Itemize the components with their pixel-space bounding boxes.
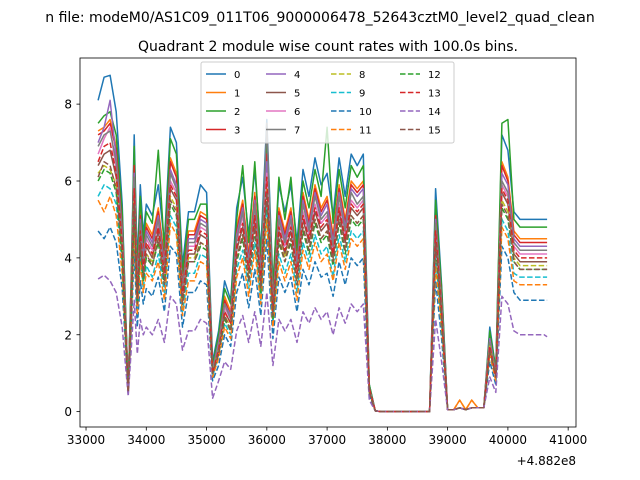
x-axis-offset-label: +4.882e8 [517,454,576,468]
plot-area [79,57,577,428]
legend-label: 15 [428,126,441,137]
legend-label: 5 [294,89,300,100]
legend-entry-13: 13 [400,89,441,100]
x-axis: 33000 34000 35000 36000 37000 38000 39000 40000… [67,427,587,447]
legend-label: 8 [359,70,365,81]
y-tick-label: 2 [64,328,72,342]
legend-label: 0 [234,70,240,81]
legend-label: 10 [359,107,372,118]
legend-label: 7 [294,126,300,137]
legend-label: 14 [428,107,441,118]
x-tick-label: 33000 [67,433,105,447]
legend-entry-11: 11 [331,126,372,137]
y-tick-label: 0 [64,405,72,419]
y-tick-label: 8 [64,98,72,112]
legend-entry-15: 15 [400,126,441,137]
legend-entry-4: 4 [266,70,300,81]
y-axis: 0 2 4 6 8 [64,98,80,419]
x-tick-label: 36000 [248,433,286,447]
x-tick-label: 41000 [549,433,587,447]
x-tick-label: 39000 [429,433,467,447]
legend-label: 3 [234,126,240,137]
axes-frame [79,57,577,428]
legend-entry-3: 3 [206,126,240,137]
legend-label: 1 [234,89,240,100]
legend-entry-1: 1 [206,89,240,100]
series-line-15 [97,161,548,413]
legend-entry-10: 10 [331,107,372,118]
legend-label: 11 [359,126,372,137]
series-line-9 [97,184,548,413]
chart-title: Quadrant 2 module wise count rates with … [138,39,518,55]
legend-entry-2: 2 [206,107,240,118]
legend-label: 6 [294,107,300,118]
legend-entry-8: 8 [331,70,365,81]
legend-label: 9 [359,89,365,100]
legend-label: 12 [428,70,441,81]
x-tick-label: 37000 [308,433,346,447]
x-tick-label: 40000 [489,433,527,447]
legend-label: 2 [234,107,240,118]
legend-label: 4 [294,70,300,81]
series-layer [97,74,548,413]
legend-entry-14: 14 [400,107,441,118]
x-tick-label: 34000 [127,433,165,447]
x-tick-label: 35000 [187,433,225,447]
legend-entry-0: 0 [206,70,240,81]
legend-entry-5: 5 [266,89,300,100]
series-line-11 [97,195,548,413]
legend-entry-9: 9 [331,89,365,100]
x-tick-label: 38000 [368,433,406,447]
legend-entry-6: 6 [266,107,300,118]
legend-label: 13 [428,89,441,100]
legend-entry-12: 12 [400,70,441,81]
legend-entry-7: 7 [266,126,300,137]
y-tick-label: 4 [64,251,72,265]
legend-frame [200,61,455,144]
figure-suptitle: n file: modeM0/AS1C09_011T06_9000006478_… [45,10,594,26]
y-tick-label: 6 [64,175,72,189]
